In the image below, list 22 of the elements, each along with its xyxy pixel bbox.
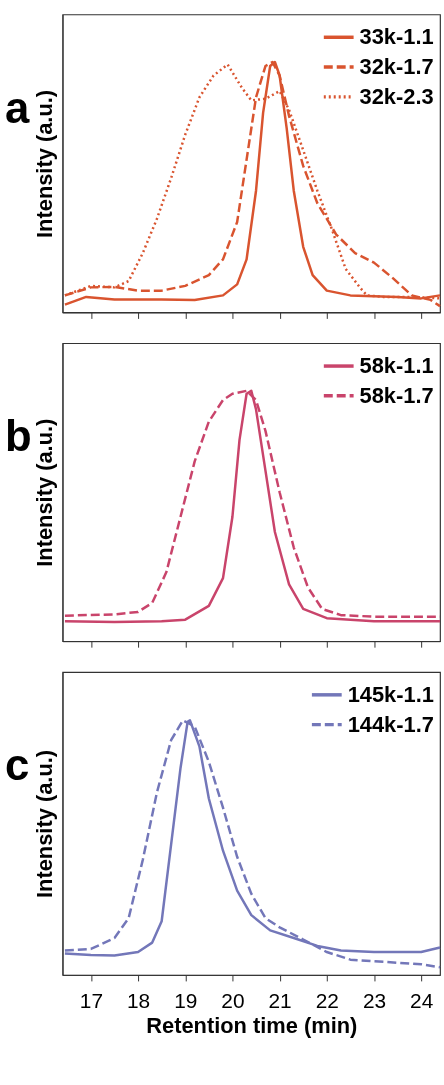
legend-label: 58k-1.1 xyxy=(359,353,434,379)
y-axis-title: Intensity (a.u.) xyxy=(32,89,58,238)
legend-label: 145k-1.1 xyxy=(347,681,434,707)
x-tick-label: 19 xyxy=(174,989,198,1013)
legend-label: 32k-2.3 xyxy=(359,83,434,109)
x-tick-label: 21 xyxy=(268,989,292,1013)
x-tick-label: 17 xyxy=(79,989,103,1013)
legend-label: 58k-1.7 xyxy=(359,382,434,408)
x-tick-label: 20 xyxy=(221,989,245,1013)
text: c xyxy=(4,740,30,790)
legend-label: 33k-1.1 xyxy=(359,24,434,50)
x-tick-label: 22 xyxy=(315,989,339,1013)
x-axis-title: Retention time (min) xyxy=(146,1013,358,1039)
text: b xyxy=(4,411,32,461)
legend-label: 144k-1.7 xyxy=(347,711,434,737)
y-axis-title: Intensity (a.u.) xyxy=(32,418,58,567)
x-tick-label: 24 xyxy=(410,989,434,1013)
text: a xyxy=(4,82,30,132)
y-axis-title: Intensity (a.u.) xyxy=(32,749,58,898)
x-tick-label: 23 xyxy=(362,989,387,1013)
x-tick-label: 18 xyxy=(126,989,151,1013)
legend-label: 32k-1.7 xyxy=(359,54,434,80)
